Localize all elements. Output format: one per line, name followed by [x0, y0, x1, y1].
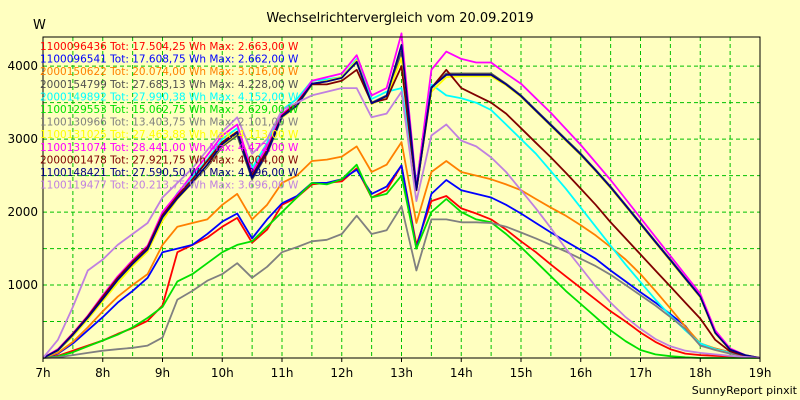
series-line — [42, 163, 760, 359]
chart-title: Wechselrichtervergleich vom 20.09.2019 — [266, 11, 533, 26]
y-axis-label: W — [33, 18, 46, 33]
legend-entry: 2000149892 Tot: 27.990,38 Wh Max: 4.152,… — [40, 91, 299, 103]
x-tick-label: 19h — [749, 366, 772, 380]
legend-entry: 1100130966 Tot: 13.403,75 Wh Max: 2.101,… — [40, 117, 299, 129]
x-tick-label: 11h — [271, 366, 294, 380]
series-line — [42, 44, 761, 359]
legend-entry: 2000001478 Tot: 27.921,75 Wh Max: 4.004,… — [40, 154, 299, 166]
footer-credit: SunnyReport pinxit — [692, 384, 798, 397]
x-tick-label: 8h — [95, 366, 110, 380]
legend-entry: 1100096436 Tot: 17.504,25 Wh Max: 2.663,… — [40, 41, 299, 53]
legend-entry: 1100148421 Tot: 27.590,50 Wh Max: 4.296,… — [40, 167, 299, 179]
x-tick-label: 16h — [569, 366, 592, 380]
series-line — [42, 65, 761, 359]
x-tick-label: 14h — [450, 366, 473, 380]
legend-entry: 1100129553 Tot: 15.062,75 Wh Max: 2.629,… — [40, 104, 299, 116]
series-line — [42, 205, 761, 359]
series-line — [42, 87, 761, 359]
legend-entry: 2000150622 Tot: 20.074,00 Wh Max: 3.016,… — [40, 66, 299, 78]
y-tick-label: 3000 — [7, 132, 38, 146]
series-line — [42, 164, 761, 359]
series-line — [42, 32, 761, 359]
legend: 1100096436 Tot: 17.504,25 Wh Max: 2.663,… — [40, 41, 299, 192]
legend-entry: 1100131074 Tot: 28.441,00 Wh Max: 4.472,… — [40, 142, 299, 154]
x-tick-label: 12h — [330, 366, 353, 380]
x-tick-label: 10h — [211, 366, 234, 380]
x-tick-label: 13h — [390, 366, 413, 380]
x-tick-label: 18h — [689, 366, 712, 380]
x-tick-label: 9h — [155, 366, 170, 380]
x-tick-label: 7h — [35, 366, 50, 380]
axes: 7h 8h 9h 10h 11h 12h 13h 14h 15h 16h 17h 18h 19h 1000… — [7, 59, 771, 380]
x-tick-label: 17h — [629, 366, 652, 380]
x-tick-label: 15h — [510, 366, 533, 380]
legend-entry: 1100119477 Tot: 20.213,75 Wh Max: 3.696,… — [40, 180, 299, 192]
y-tick-label: 4000 — [7, 59, 38, 73]
legend-entry: 2000154799 Tot: 27.683,13 Wh Max: 4.228,… — [40, 79, 299, 91]
y-tick-label: 2000 — [7, 205, 38, 219]
legend-entry: 1100131025 Tot: 27.463,88 Wh Max: 4.113,… — [40, 129, 299, 141]
series-lines — [42, 32, 761, 359]
y-tick-label: 1000 — [7, 278, 38, 292]
legend-entry: 1100096541 Tot: 17.608,75 Wh Max: 2.662,… — [40, 54, 299, 66]
series-line — [42, 141, 761, 359]
